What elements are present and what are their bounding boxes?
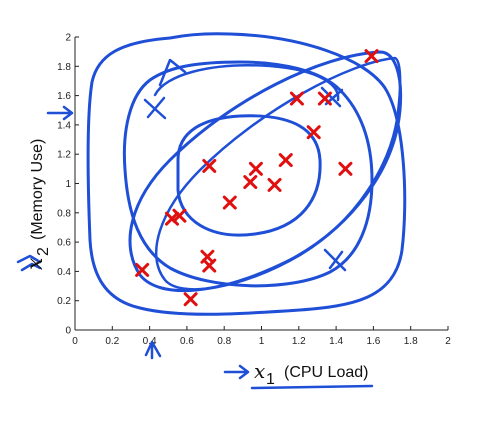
y-tick-label: 1.6 (57, 91, 71, 102)
upper-loop (153, 58, 340, 102)
x-axis-sub: 1 (266, 371, 275, 388)
y-tick-label: 1 (65, 179, 71, 190)
data-point (278, 153, 293, 168)
y-tick-label: 1.4 (57, 120, 71, 131)
x-tick-labels: 0 0.2 0.4 0.6 0.8 1 1.2 1.4 1.6 1.8 2 (72, 326, 451, 347)
x-arrow-bottom-tick (144, 340, 162, 360)
blue-cross-upper-left (143, 96, 167, 120)
y-axis-sub: 2 (35, 247, 52, 256)
y-arrow-top (46, 105, 74, 121)
data-point (202, 158, 217, 173)
data-point (248, 161, 263, 176)
data-point (135, 262, 150, 277)
y-tick-label: 0.8 (57, 208, 71, 219)
outer-contour (86, 32, 407, 316)
y-tick-label: 1.2 (57, 150, 71, 161)
y-tick-label: 0.4 (57, 267, 71, 278)
data-point (289, 91, 304, 106)
middle-contour-top (122, 60, 374, 288)
y-axis-label: x 2 (Memory Use) (23, 139, 52, 270)
x-axis-label: x 1 (CPU Load) (254, 359, 368, 388)
y-tick-label: 0.2 (57, 296, 71, 307)
data-point (243, 175, 258, 190)
x-axis-text: (CPU Load) (284, 364, 368, 381)
x-tick-label: 0 (72, 336, 78, 347)
x-tick-label: 0.8 (217, 336, 231, 347)
x-axis-var: x (254, 359, 265, 383)
x-tick-label: 1.2 (292, 336, 306, 347)
x-tick-label: 0.2 (105, 336, 119, 347)
tilted-ellipse-inner (155, 56, 402, 291)
data-point (317, 91, 332, 106)
data-point (172, 208, 187, 223)
data-point (267, 177, 282, 192)
y-tick-label: 0.6 (57, 238, 71, 249)
data-point (164, 211, 179, 226)
x-arrow-left (223, 364, 250, 380)
x-tick-label: 1 (259, 336, 265, 347)
y-tick-labels: 0 0.2 0.4 0.6 0.8 1 1.2 1.4 1.6 1.8 2 (57, 33, 79, 337)
tilted-ellipse (128, 50, 403, 293)
y-tick-label: 1.8 (57, 62, 71, 73)
x-tick-label: 0.4 (143, 336, 157, 347)
data-point (306, 125, 321, 140)
data-point (222, 195, 237, 210)
handdrawn-annotations (16, 32, 407, 390)
x-label-underline (250, 384, 374, 390)
y-axis-var: x (23, 257, 48, 270)
data-points (135, 49, 379, 307)
x-tick-label: 1.8 (404, 336, 418, 347)
data-point (338, 161, 353, 176)
data-point (183, 292, 198, 307)
y-arrow-bottom (16, 254, 42, 272)
data-point (364, 49, 379, 64)
x-tick-label: 1.4 (329, 336, 343, 347)
x-tick-label: 1.6 (366, 336, 380, 347)
data-point (202, 258, 217, 273)
y-axis-text: (Memory Use) (29, 139, 46, 240)
blue-cross-lower-right (323, 248, 347, 272)
x-tick-label: 2 (445, 336, 451, 347)
x-tick-label: 0.6 (180, 336, 194, 347)
y-tick-label: 0 (65, 326, 71, 337)
y-tick-label: 2 (65, 33, 71, 44)
